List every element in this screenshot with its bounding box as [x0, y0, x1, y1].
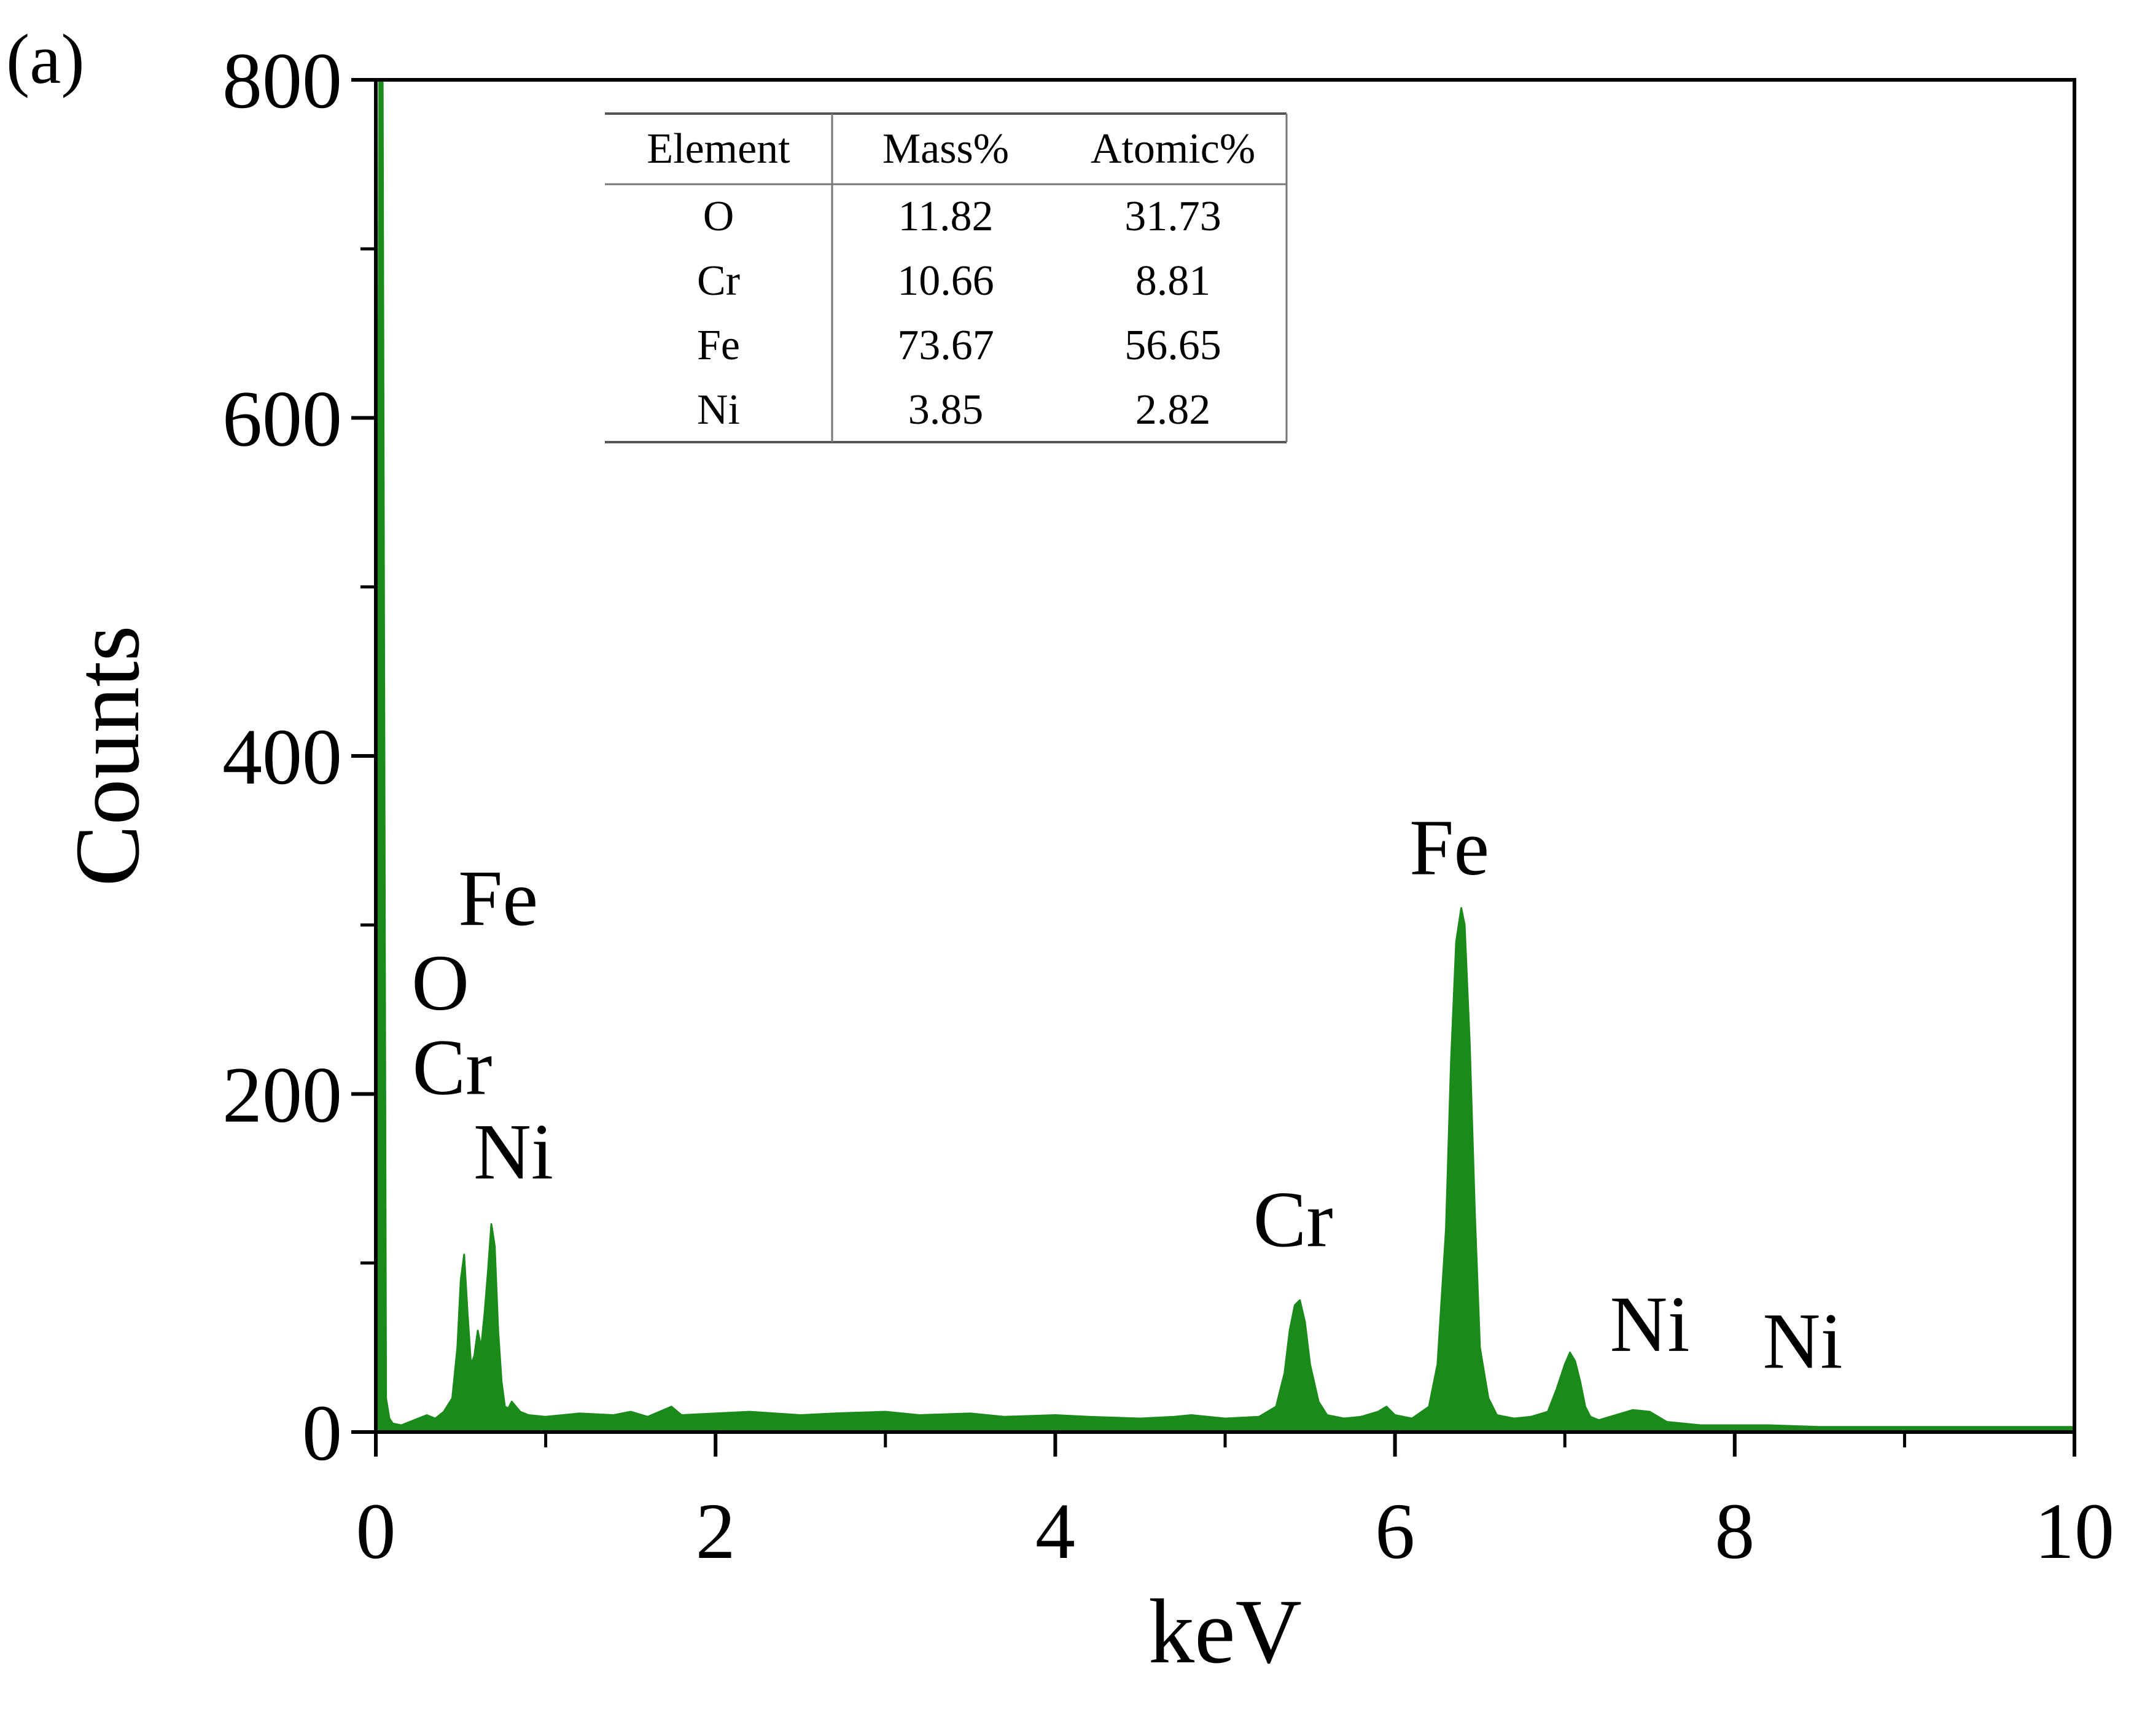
x-axis-label: keV — [1148, 1581, 1302, 1683]
table-cell: 8.81 — [1135, 257, 1211, 305]
table-header-cell: Mass% — [882, 125, 1009, 173]
table-cell: Fe — [697, 322, 740, 369]
y-axis-ticks: 0 200 400 600 800 — [222, 37, 376, 1477]
table-header-cell: Atomic% — [1091, 125, 1255, 173]
table-cell: 10.66 — [897, 257, 994, 305]
x-tick-label: 2 — [696, 1487, 736, 1576]
composition-table: Element Mass% Atomic% O 11.82 31.73 Cr 10.66 8.8… — [605, 112, 1288, 443]
table-cell: 73.67 — [897, 322, 994, 369]
peak-label: Fe — [458, 854, 538, 943]
spectrum-fill — [375, 79, 2076, 1433]
peak-label: Ni — [1762, 1297, 1842, 1385]
plot-frame — [374, 78, 2076, 1434]
table-cell: 2.82 — [1135, 386, 1211, 434]
table-cell: 3.85 — [908, 386, 984, 434]
table-cell: Ni — [697, 386, 740, 434]
peak-label: Ni — [473, 1108, 553, 1196]
panel-label: (a) — [6, 20, 85, 98]
y-tick-label: 400 — [222, 713, 342, 801]
table-cell: O — [703, 193, 734, 240]
y-tick-label: 0 — [302, 1389, 342, 1477]
table-cell: 31.73 — [1124, 193, 1221, 240]
y-tick-label: 600 — [222, 375, 342, 464]
peak-label: Fe — [1409, 804, 1489, 892]
peak-label: O — [411, 939, 469, 1027]
peak-label: Cr — [1253, 1175, 1333, 1264]
x-tick-label: 10 — [2035, 1487, 2114, 1576]
y-tick-label: 200 — [222, 1051, 342, 1140]
x-axis-ticks: 0 2 4 6 8 10 — [356, 1432, 2114, 1576]
y-axis-label: Counts — [56, 625, 158, 886]
x-tick-label: 4 — [1035, 1487, 1075, 1576]
x-tick-label: 0 — [356, 1487, 396, 1576]
y-tick-label: 800 — [222, 37, 342, 125]
peak-label: Cr — [412, 1024, 492, 1112]
table-cell: Cr — [697, 257, 740, 305]
peak-label: Ni — [1610, 1280, 1690, 1369]
table-cell: 11.82 — [898, 193, 994, 240]
plot-area — [374, 78, 2076, 1434]
x-tick-label: 8 — [1715, 1487, 1754, 1576]
table-header-cell: Element — [647, 125, 790, 173]
x-tick-label: 6 — [1375, 1487, 1415, 1576]
table-cell: 56.65 — [1124, 322, 1221, 369]
